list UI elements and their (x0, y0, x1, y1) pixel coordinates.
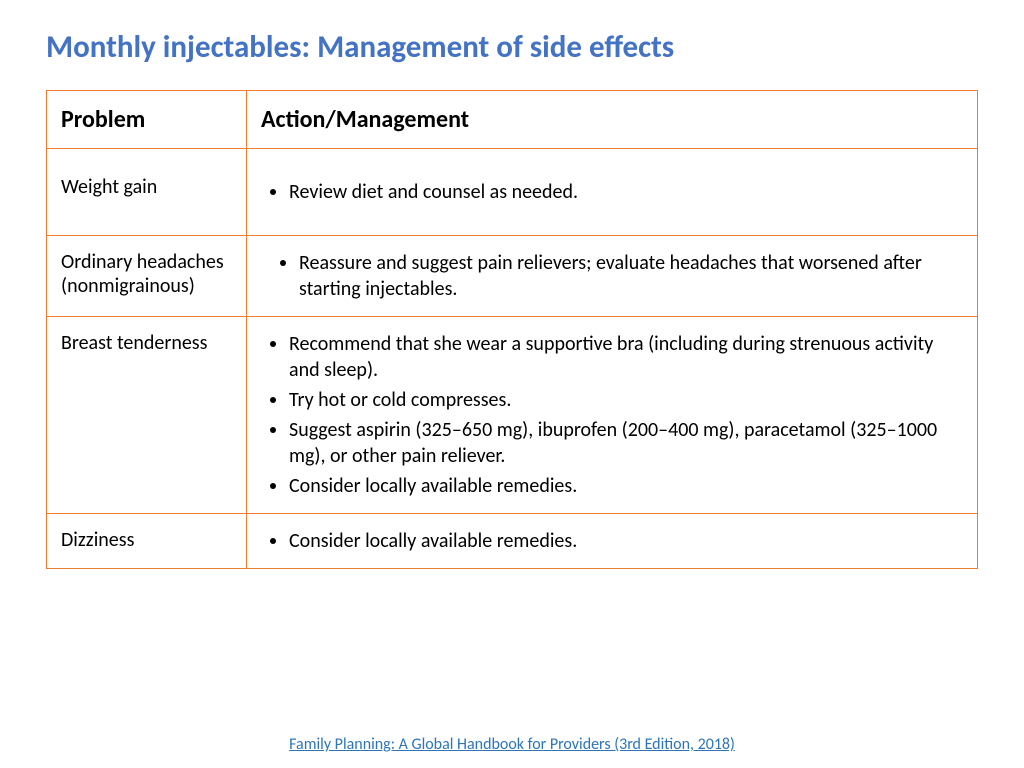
cell-problem: Weight gain (47, 149, 247, 236)
action-item: Suggest aspirin (325–650 mg), ibuprofen … (289, 417, 963, 469)
cell-action: Recommend that she wear a supportive bra… (247, 317, 978, 514)
cell-action: Review diet and counsel as needed. (247, 149, 978, 236)
action-item: Consider locally available remedies. (289, 528, 963, 554)
action-item: Recommend that she wear a supportive bra… (289, 331, 963, 383)
side-effects-table: Problem Action/Management Weight gain Re… (46, 90, 978, 569)
col-header-problem: Problem (47, 91, 247, 149)
page-title: Monthly injectables: Management of side … (46, 28, 978, 66)
cell-problem: Breast tenderness (47, 317, 247, 514)
source-citation: Family Planning: A Global Handbook for P… (0, 735, 1024, 754)
cell-problem: Dizziness (47, 514, 247, 569)
action-item: Reassure and suggest pain relievers; eva… (299, 250, 963, 302)
table-header-row: Problem Action/Management (47, 91, 978, 149)
action-item: Consider locally available remedies. (289, 473, 963, 499)
col-header-action: Action/Management (247, 91, 978, 149)
table-row: Dizziness Consider locally available rem… (47, 514, 978, 569)
cell-action: Consider locally available remedies. (247, 514, 978, 569)
action-item: Review diet and counsel as needed. (289, 179, 963, 205)
table-row: Breast tenderness Recommend that she wea… (47, 317, 978, 514)
table-row: Ordinary headaches (nonmigrainous) Reass… (47, 236, 978, 317)
action-item: Try hot or cold compresses. (289, 387, 963, 413)
source-link[interactable]: Family Planning: A Global Handbook for P… (289, 735, 735, 754)
cell-action: Reassure and suggest pain relievers; eva… (247, 236, 978, 317)
cell-problem: Ordinary headaches (nonmigrainous) (47, 236, 247, 317)
table-row: Weight gain Review diet and counsel as n… (47, 149, 978, 236)
